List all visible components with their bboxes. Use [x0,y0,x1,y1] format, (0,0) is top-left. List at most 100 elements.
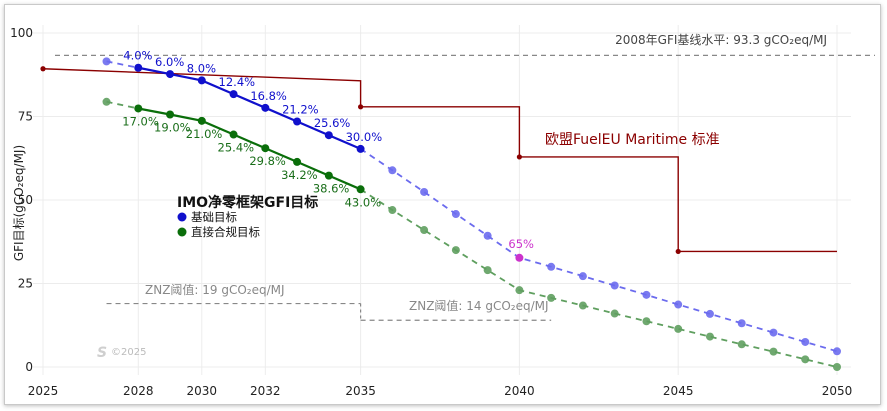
eu-step-line [42,68,837,253]
eu-label: 欧盟FuelEU Maritime 标准 [545,132,720,148]
watermark-logo: S [97,345,107,361]
series-base-label: 16.8% [250,89,287,103]
reference-lines [55,54,875,321]
series-direct-point [261,144,270,153]
series-direct-point [705,332,714,341]
series-direct-solid [138,107,362,191]
series-direct-label: 21.0% [186,127,223,141]
x-tick-label: 2025 [28,384,59,398]
series-direct-point [515,286,524,295]
series-base-point [737,319,746,328]
series-direct-label: 38.6% [313,182,350,196]
series-direct-point [801,355,810,364]
series-base-point [801,337,810,346]
y-tick-label: 75 [18,110,33,124]
watermark: S ©2025 [97,345,146,361]
series-direct-point [578,301,587,310]
series-base-point [451,210,460,219]
series-base-solid [138,66,362,150]
series-base-point [769,328,778,337]
legend-marker-direct [177,227,187,237]
series-base-label: 6.0% [155,55,184,69]
series-direct-point [388,206,397,215]
eu-point [675,248,681,255]
znz-label-19: ZNZ阈值: 19 gCO₂eq/MJ [145,282,285,297]
series-base-point [102,57,111,66]
series-base-point [833,347,841,356]
series-base-dashed-start [106,60,139,69]
series-base-point [547,262,556,271]
series-base-point [134,63,143,72]
series-direct-point [293,157,302,166]
series-base-point [674,300,683,309]
legend-marker-base [177,212,187,222]
series-direct-point [166,110,175,119]
series-group: 65% 4.0% 6.0% 8.0%12.4%16.8%21.2%25.6%30.0%… [102,49,841,371]
x-tick-label: 2035 [345,384,376,398]
series-base-point [642,290,651,299]
series-direct-point [451,246,460,255]
series-direct-point [356,185,365,194]
series-direct-dashed-start [106,100,139,110]
series-direct-point [229,130,238,139]
series-base-point [356,144,365,153]
series-direct-point [197,116,206,125]
series-base-point [705,309,714,318]
y-tick-label: 100 [10,26,33,40]
series-base-label: 4.0% [123,49,152,63]
series-direct-point [102,97,111,106]
series-base-point [324,131,333,140]
series-base-label: 8.0% [187,61,216,75]
series-direct-point [737,340,746,349]
series-direct-point [769,347,778,356]
y-tick-label: 0 [25,360,33,374]
x-tick-label: 2050 [822,384,853,398]
series-base-label: 12.4% [219,75,256,89]
eu-point [516,154,522,160]
znz-label-14: ZNZ阈值: 14 gCO₂eq/MJ [409,298,549,313]
series-direct-point [420,226,429,235]
series-base-point [388,166,397,175]
series-direct-point [642,317,651,326]
series-direct-point [833,363,841,371]
legend: IMO净零框架GFI目标 基础目标 直接合规目标 [177,194,318,239]
x-tick-label: 2030 [187,384,218,398]
x-tick-label: 2032 [250,384,281,398]
series-base-label: 21.2% [282,103,319,117]
y-tick-label: 25 [18,277,33,291]
series-direct-label: 34.2% [281,168,318,182]
series-direct-label: 43.0% [345,195,382,209]
series-base-label: 30.0% [346,130,383,144]
series-base-point [610,281,619,290]
watermark-text: ©2025 [111,347,146,358]
series-base-point [166,70,175,79]
eu-fueleu-line [40,66,837,255]
series-direct-point [610,309,619,318]
series-direct-dashed [360,188,838,368]
series-direct-label: 25.4% [218,141,255,155]
series-base-point [293,117,302,126]
y-axis-label: GFI目标(gCO₂eq/MJ) [12,145,26,261]
highlight-label: 65% [508,237,534,251]
series-base-point [578,272,587,281]
series-direct-point [134,104,143,113]
series-direct-point [483,266,492,275]
series-direct-label: 17.0% [122,114,159,128]
series-base-dashed [360,148,838,353]
axes: 0 25 50 75 100 2025 2028 2030 2032 2035 2040 2045 20… [10,26,852,398]
series-base-point [229,90,238,99]
baseline-label: 2008年GFI基线水平: 93.3 gCO₂eq/MJ [615,33,827,47]
y-tick-label: 50 [18,193,33,207]
grid [33,25,851,375]
legend-item-base: 基础目标 [191,210,237,224]
series-base-point [197,76,206,85]
eu-point [40,66,46,72]
series-direct-point [547,293,556,302]
series-base-label: 25.6% [314,116,351,130]
x-tick-label: 2045 [663,384,694,398]
x-tick-label: 2040 [504,384,535,398]
series-base-point [483,231,492,240]
series-direct-label: 19.0% [154,120,191,134]
legend-title: IMO净零框架GFI目标 [177,194,318,211]
legend-item-direct: 直接合规目标 [191,225,260,239]
